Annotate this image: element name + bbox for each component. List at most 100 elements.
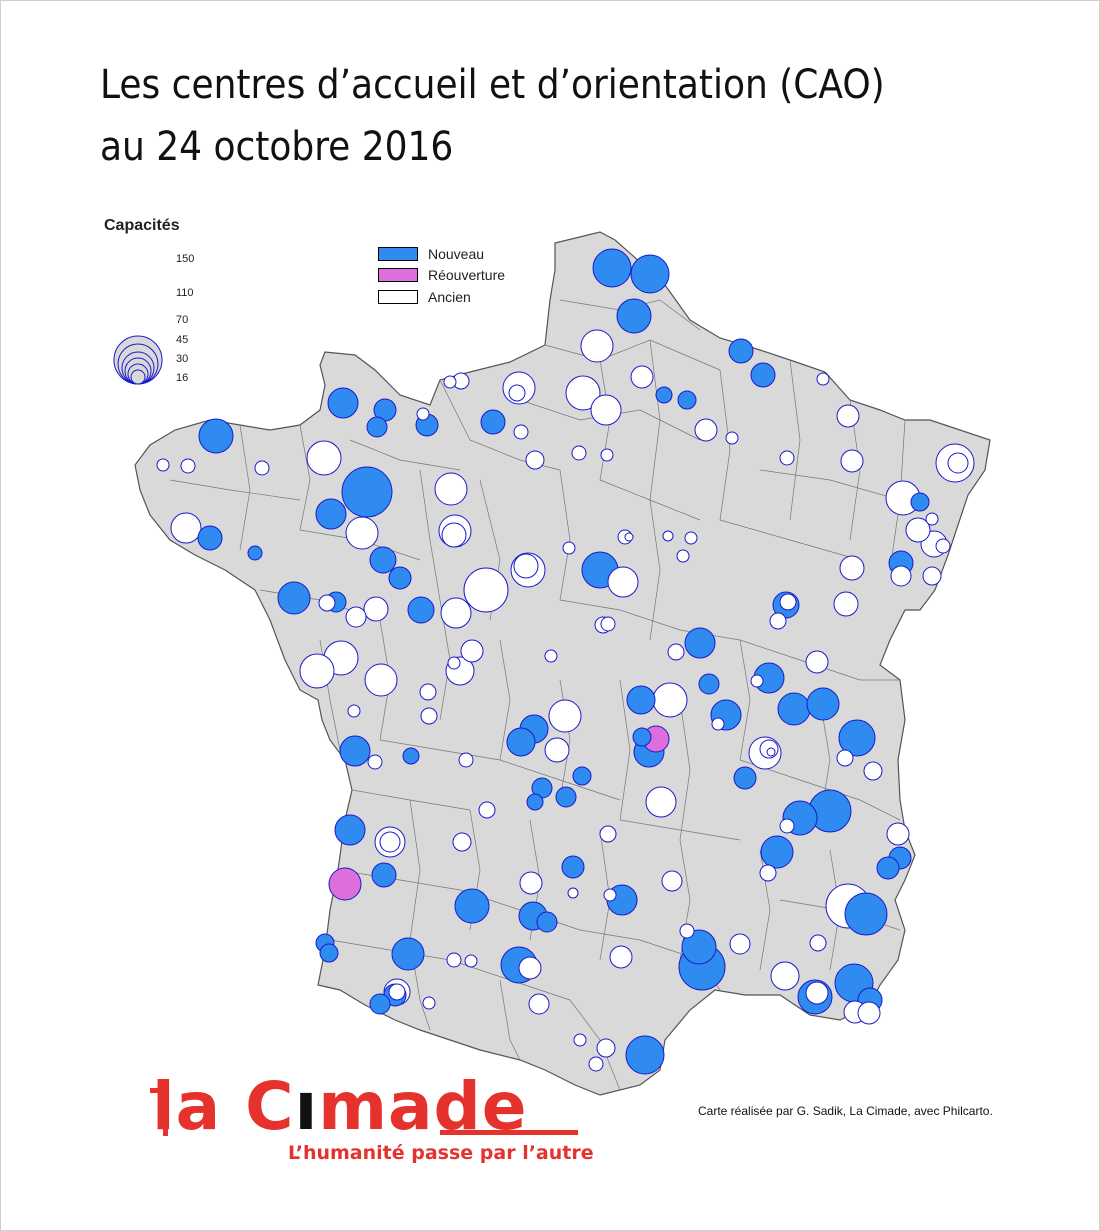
department-border-50 (579, 929, 701, 961)
cao-circle-ancien (440, 597, 472, 629)
cao-circle-ancien (805, 650, 829, 674)
cao-circle-ancien (922, 566, 942, 586)
cao-circle-nouveau (526, 793, 544, 811)
cao-circle-ancien (306, 440, 342, 476)
cao-circle-nouveau (698, 673, 720, 695)
cao-circle-reouverture (328, 867, 362, 901)
cao-circle-ancien (652, 682, 688, 718)
cao-circle-ancien (458, 752, 474, 768)
cao-circle-ancien (571, 445, 587, 461)
cao-circle-ancien (711, 717, 725, 731)
cao-circle-nouveau (197, 525, 223, 551)
cao-circle-ancien (580, 329, 614, 363)
cao-circle-nouveau (760, 835, 794, 869)
department-border-31 (499, 639, 511, 761)
cao-circle-nouveau (572, 766, 592, 786)
cao-circle-nouveau (910, 492, 930, 512)
legend-swatch-reouverture (378, 268, 418, 282)
cao-circle-ancien (388, 983, 406, 1001)
department-border-42 (409, 799, 421, 941)
legend-label-reouverture: Réouverture (428, 267, 506, 283)
logo-text-a: la C (152, 1068, 295, 1145)
cao-circle-ancien (588, 1056, 604, 1072)
cao-circle-nouveau (684, 627, 716, 659)
department-border-12 (299, 424, 311, 531)
cao-circle-ancien (624, 532, 634, 542)
cao-circle-nouveau (506, 727, 536, 757)
cao-circle-ancien (609, 945, 633, 969)
cao-circle-ancien (447, 656, 461, 670)
legend-swatch-nouveau (378, 247, 418, 261)
cao-circle-nouveau (561, 855, 585, 879)
cao-circle-nouveau (844, 892, 888, 936)
cao-circle-nouveau (625, 1035, 665, 1075)
legend-label-ancien: Ancien (428, 289, 471, 305)
cao-circle-ancien (805, 981, 829, 1005)
legend-item-reouverture: Réouverture (378, 266, 505, 284)
capacity-legend-circles (113, 335, 163, 385)
cao-circle-ancien (567, 887, 579, 899)
map-title-line-2: au 24 octobre 2016 (100, 124, 454, 170)
department-border-11 (719, 519, 861, 561)
cao-circle-ancien (156, 458, 170, 472)
capacity-label-45: 45 (176, 334, 189, 346)
cao-circle-ancien (434, 472, 468, 506)
cao-circle-ancien (590, 394, 622, 426)
map-credit: Carte réalisée par G. Sadik, La Cimade, … (698, 1104, 993, 1118)
cao-circle-ancien (857, 1001, 881, 1025)
cao-circle-nouveau (616, 298, 652, 334)
cao-circle-ancien (600, 448, 614, 462)
cao-circle-ancien (525, 450, 545, 470)
cao-circle-ancien (419, 683, 437, 701)
department-border-6 (719, 369, 731, 521)
cao-circle-nouveau (198, 418, 234, 454)
cao-circle-ancien (562, 541, 576, 555)
cao-circle-ancien (367, 754, 383, 770)
cao-circle-ancien (935, 538, 951, 554)
cao-circle-ancien (630, 365, 654, 389)
cao-circle-ancien (816, 372, 830, 386)
department-border-37 (619, 819, 741, 841)
cao-circle-ancien (779, 818, 795, 834)
cao-circle-ancien (779, 593, 797, 611)
department-border-10 (759, 469, 901, 501)
logo-underline (440, 1130, 578, 1135)
department-border-39 (859, 799, 901, 821)
department-border-19 (559, 469, 571, 601)
cao-circle-nouveau (327, 387, 359, 419)
capacity-label-30: 30 (176, 353, 189, 365)
cao-circle-ancien (513, 424, 529, 440)
cao-circle-ancien (518, 956, 542, 980)
cao-circle-ancien (596, 1038, 616, 1058)
cao-circle-ancien (599, 825, 617, 843)
department-border-22 (559, 599, 681, 631)
cao-circle-ancien (679, 923, 695, 939)
cao-circle-ancien (528, 993, 550, 1015)
department-border-1 (544, 339, 721, 371)
cao-circle-ancien (662, 530, 674, 542)
cao-circle-ancien (565, 375, 601, 411)
cao-circle-nouveau (630, 254, 670, 294)
cao-circles (156, 248, 975, 1075)
cao-circle-nouveau (334, 814, 366, 846)
cao-circle-nouveau (555, 786, 577, 808)
cao-circle-ancien (676, 549, 690, 563)
cao-circle-ancien (645, 786, 677, 818)
cao-circle-ancien (544, 737, 570, 763)
cao-circle-nouveau (369, 546, 397, 574)
cao-circle-ancien (661, 870, 683, 892)
capacity-legend-circle-16 (130, 369, 146, 385)
department-border-14 (239, 424, 251, 551)
cao-circle-ancien (363, 596, 389, 622)
legend-swatch-ancien (378, 290, 418, 304)
cao-circle-ancien (667, 643, 685, 661)
logo-letter-i: ı (294, 1068, 319, 1145)
cao-circle-nouveau (777, 692, 811, 726)
cao-circle-nouveau (681, 929, 717, 965)
cao-circle-ancien (345, 516, 379, 550)
cao-circle-ancien (519, 871, 543, 895)
cao-circle-nouveau (750, 362, 776, 388)
cao-circle-ancien (299, 653, 335, 689)
cao-circle-nouveau (369, 993, 391, 1015)
cao-circle-ancien (725, 431, 739, 445)
